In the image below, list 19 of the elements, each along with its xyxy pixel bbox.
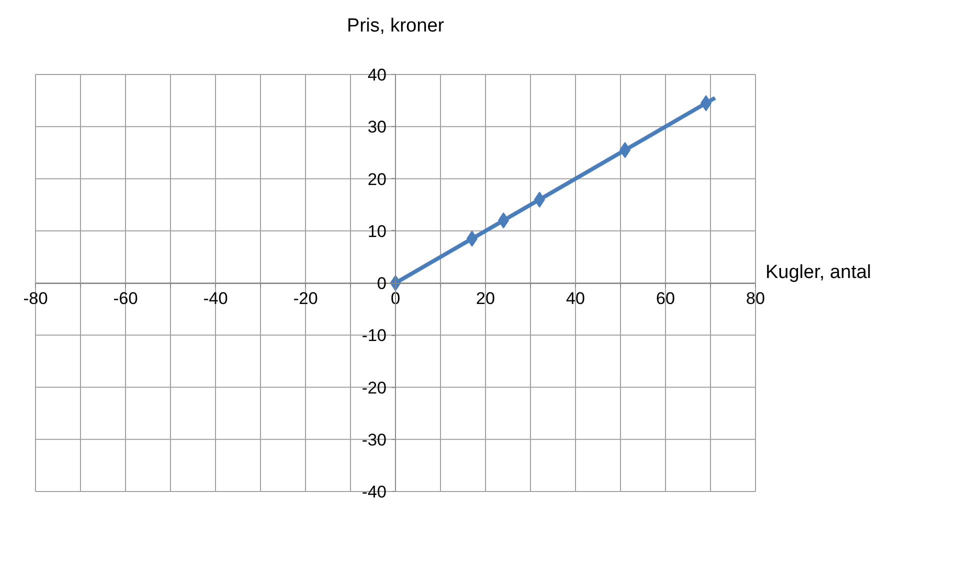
y-tick-label: -20 (362, 378, 387, 398)
x-axis-title: Kugler, antal (766, 262, 872, 283)
y-tick-label: 30 (368, 118, 387, 137)
x-tick-label: 80 (746, 289, 765, 308)
x-tick-label: -80 (23, 289, 48, 308)
y-tick-label: 40 (368, 66, 387, 84)
y-tick-label: 10 (368, 222, 387, 241)
y-tick-label: -40 (362, 482, 387, 502)
x-tick-label: -20 (293, 289, 318, 308)
x-tick-label: 20 (476, 289, 495, 308)
y-axis-title: Pris, kroner (346, 16, 445, 36)
x-tick-label: -60 (113, 289, 138, 308)
y-tick-label: -10 (362, 326, 387, 346)
y-tick-label: 20 (368, 170, 387, 189)
y-tick-label: 0 (377, 274, 387, 293)
x-tick-label: 40 (566, 289, 585, 308)
y-tick-label: -30 (362, 430, 387, 450)
x-tick-label: 60 (656, 289, 675, 308)
x-tick-label: -40 (203, 289, 228, 308)
